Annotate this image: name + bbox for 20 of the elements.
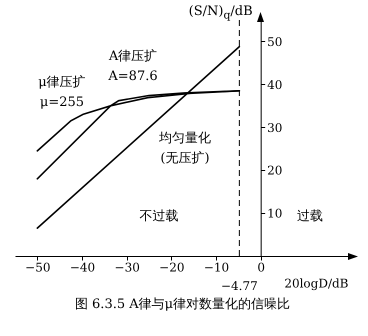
series-label: A律压扩 A=87.6: [107, 49, 158, 84]
x-axis-title: 20logD/dB: [284, 276, 349, 290]
series-label: 均匀量化 (无压扩): [158, 131, 211, 166]
y-tick-label: 20: [267, 164, 282, 178]
y-axis-title: (S/N)$_{q}$/dB: [188, 4, 253, 22]
x-tick-label: −20: [159, 260, 184, 274]
ref-line-label: −4.77: [220, 279, 258, 293]
x-tick-label: −40: [70, 260, 96, 274]
y-tick-label: 30: [267, 120, 282, 135]
x-tick-label: −50: [25, 260, 50, 274]
x-tick-label: −10: [204, 260, 230, 274]
x-tick-label: −30: [114, 260, 140, 274]
y-tick-label: 50: [267, 34, 282, 49]
series-label: μ律压扩 μ=255: [38, 75, 86, 110]
y-tick-label: 10: [267, 206, 282, 221]
text: 图 6.3.5 A律与μ律对数量化的信噪比: [74, 297, 290, 312]
y-tick-label: 40: [267, 78, 282, 92]
annotation: 不过载: [140, 208, 179, 224]
annotation: 过载: [296, 208, 323, 224]
x-tick-label: 0: [257, 260, 265, 274]
